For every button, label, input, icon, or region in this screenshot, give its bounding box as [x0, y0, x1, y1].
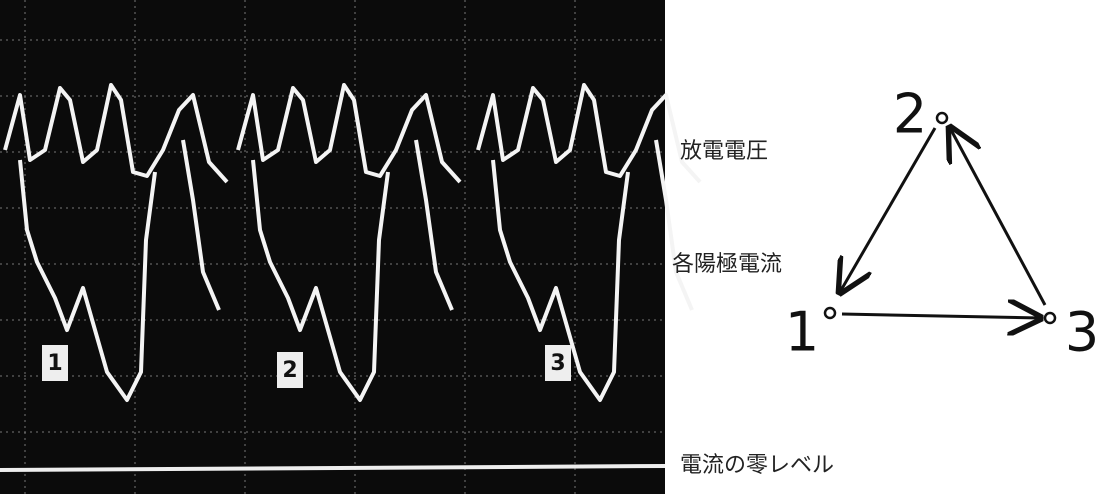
annotation: 各陽極電流: [672, 252, 782, 277]
arrow: [842, 314, 1040, 318]
arrow: [840, 128, 935, 292]
trace-label: 1: [47, 351, 62, 376]
cycle-arrows: [840, 128, 1045, 318]
annotation: 電流の零レベル: [680, 453, 834, 478]
node-marker: [937, 113, 947, 123]
node-label: 3: [1065, 301, 1099, 364]
oscilloscope-screen: [0, 0, 665, 494]
node-marker: [1045, 313, 1055, 323]
trace-label: 3: [550, 351, 565, 376]
arrow: [950, 128, 1045, 305]
node-label: 1: [785, 301, 819, 364]
figure: 1 2 3 放電電圧 各陽極電流 電流の零レベル 1 2 3: [0, 0, 1112, 494]
page: 1 2 3 放電電圧 各陽極電流 電流の零レベル 1 2 3: [0, 0, 1112, 494]
annotation: 放電電圧: [680, 139, 768, 164]
node-marker: [825, 308, 835, 318]
trace-label: 2: [282, 358, 297, 383]
node-label: 2: [893, 83, 927, 146]
